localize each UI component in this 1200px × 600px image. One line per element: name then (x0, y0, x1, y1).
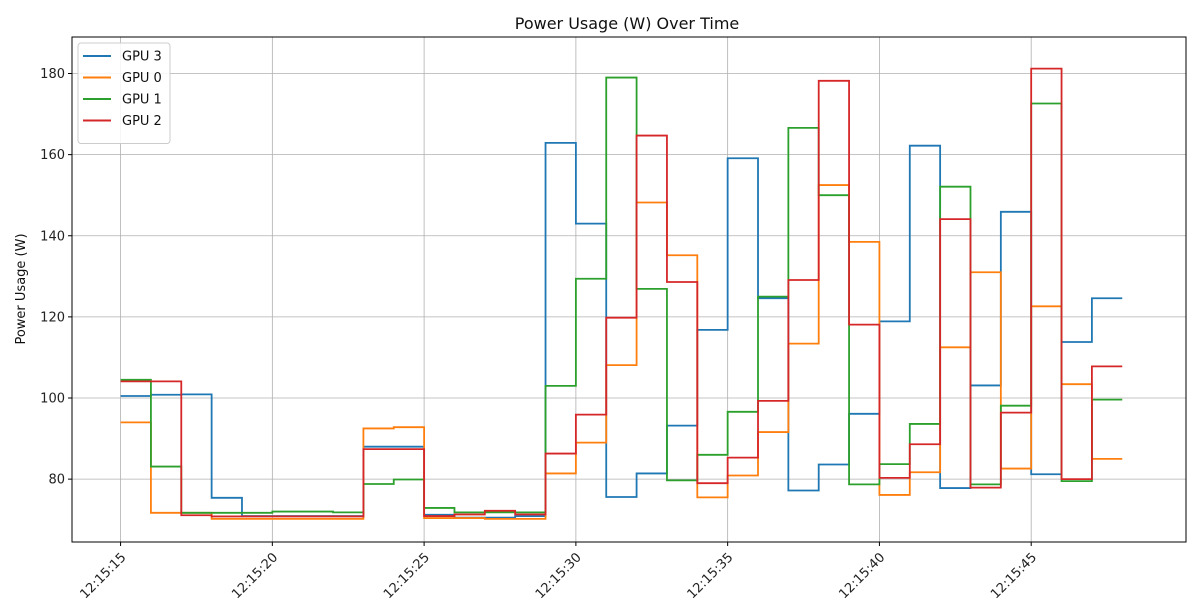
legend-entry-label: GPU 2 (122, 114, 162, 129)
y-tick-label: 100 (40, 392, 65, 407)
legend-entry-label: GPU 1 (122, 93, 162, 108)
y-tick-label: 140 (40, 229, 65, 244)
series-lines (120, 67, 1123, 520)
y-tick-label: 120 (40, 310, 65, 325)
legend-box (77, 42, 171, 144)
legend-entry-label: GPU 3 (122, 50, 162, 65)
legend: GPU 3 GPU 0 GPU 1 GPU 2 (77, 42, 171, 144)
series-line-gpu-2 (120, 67, 1123, 518)
y-tick-label: 80 (48, 473, 65, 488)
y-tick-label: 160 (40, 148, 65, 163)
y-axis-label: Power Usage (W) (14, 233, 29, 344)
series-line-gpu-1 (120, 76, 1123, 514)
y-tick-label: 180 (40, 67, 65, 82)
plot-frame (71, 36, 1187, 543)
chart-title: Power Usage (W) Over Time (515, 14, 740, 33)
legend-entry-label: GPU 0 (122, 71, 162, 86)
